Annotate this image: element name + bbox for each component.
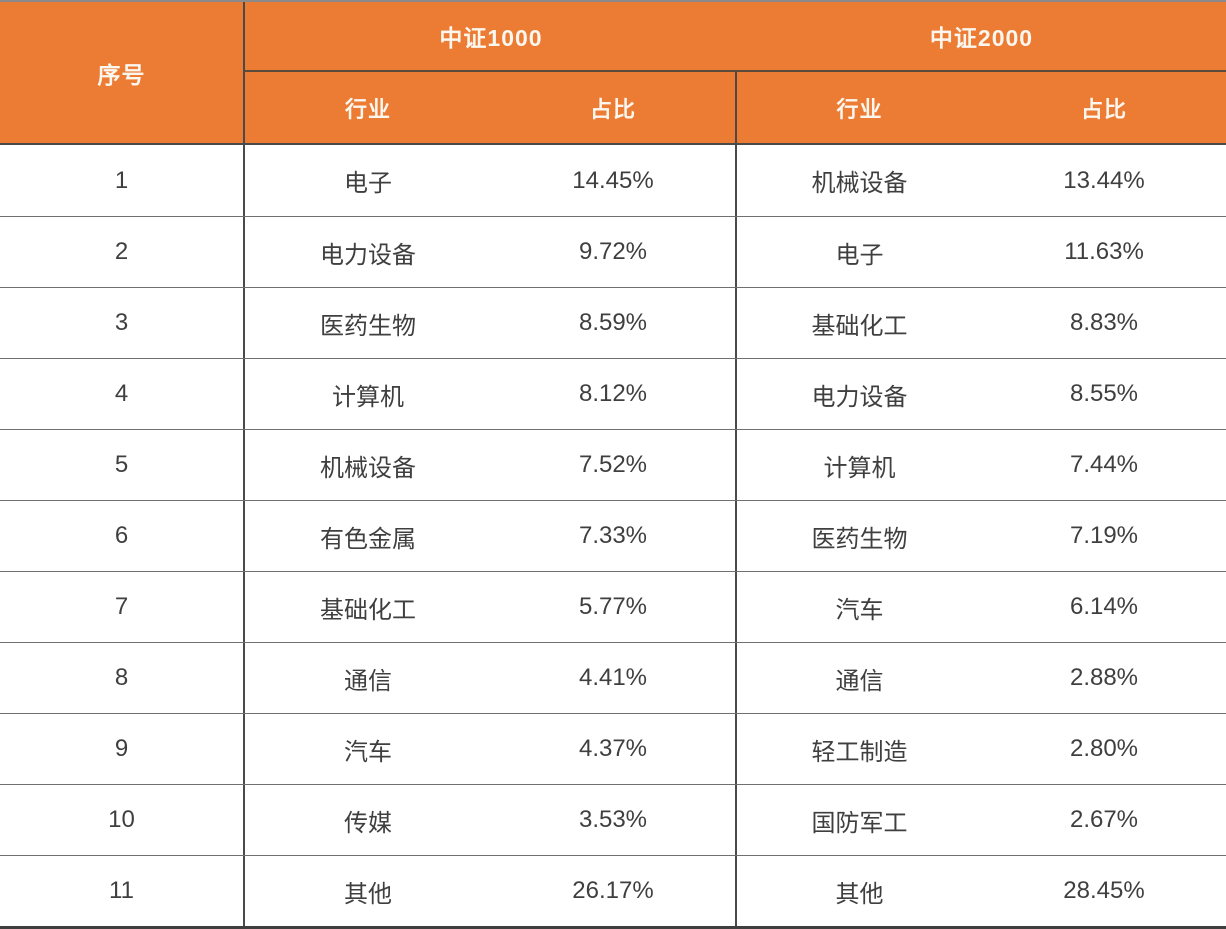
header-group-csi2000: 中证2000: [737, 2, 1226, 72]
csi2000-industry-cell: 机械设备: [811, 170, 908, 197]
csi2000-industry-cell: 通信: [835, 667, 884, 695]
csi2000-weight-cell: 8.83%: [1069, 309, 1139, 336]
csi2000-industry-cell: 计算机: [823, 454, 896, 482]
csi2000-weight-cell: 28.45%: [1063, 877, 1145, 904]
table-row: 7 基础化工 5.77% 汽车 6.14%: [0, 571, 1226, 642]
csi2000-weight-cell: 2.80%: [1069, 735, 1139, 762]
csi1000-industry-cell: 电力设备: [320, 241, 416, 269]
csi1000-industry-cell: 传媒: [344, 809, 392, 837]
csi1000-weight-cell: 7.33%: [491, 501, 737, 571]
csi2000-industry-cell: 基础化工: [811, 312, 908, 340]
csi2000-weight-cell: 2.88%: [1069, 664, 1139, 691]
table-row: 11 其他 26.17% 其他 28.45%: [0, 855, 1226, 926]
csi2000-industry-cell: 其他: [835, 880, 884, 908]
csi1000-industry-cell: 机械设备: [320, 454, 416, 482]
csi1000-weight-cell: 14.45%: [491, 145, 737, 216]
csi1000-weight-cell: 8.59%: [491, 288, 737, 358]
csi1000-weight-cell: 4.41%: [491, 643, 737, 713]
csi1000-weight-cell: 4.37%: [491, 714, 737, 784]
seq-cell: 8: [0, 643, 245, 713]
seq-cell: 2: [0, 217, 245, 287]
csi1000-industry-cell: 计算机: [332, 383, 404, 411]
header-group-csi1000: 中证1000: [245, 2, 737, 72]
csi2000-industry-cell: 轻工制造: [811, 738, 908, 766]
csi1000-weight-cell: 7.52%: [491, 430, 737, 500]
seq-cell: 4: [0, 359, 245, 429]
seq-cell: 7: [0, 572, 245, 642]
header-csi1000-industry: 行业: [344, 96, 391, 122]
csi1000-industry-cell: 有色金属: [320, 525, 416, 553]
csi2000-industry-cell: 汽车: [835, 596, 884, 624]
csi2000-industry-cell: 电子: [835, 241, 884, 269]
csi2000-industry-cell: 国防军工: [811, 809, 908, 837]
csi1000-industry-cell: 医药生物: [320, 312, 416, 340]
csi1000-weight-cell: 26.17%: [491, 856, 737, 926]
csi2000-industry-cell: 电力设备: [811, 383, 908, 411]
csi2000-industry-cell: 医药生物: [811, 525, 908, 553]
csi2000-weight-cell: 2.67%: [1069, 806, 1139, 833]
csi2000-weight-cell: 11.63%: [1064, 238, 1144, 265]
seq-cell: 11: [0, 856, 245, 926]
csi1000-weight-cell: 5.77%: [491, 572, 737, 642]
table-row: 2 电力设备 9.72% 电子 11.63%: [0, 216, 1226, 287]
seq-cell: 5: [0, 430, 245, 500]
header-csi2000-weight: 占比: [1080, 96, 1127, 122]
table-row: 10 传媒 3.53% 国防军工 2.67%: [0, 784, 1226, 855]
seq-cell: 3: [0, 288, 245, 358]
seq-cell: 6: [0, 501, 245, 571]
csi1000-weight-cell: 3.53%: [491, 785, 737, 855]
csi1000-weight-cell: 8.12%: [491, 359, 737, 429]
csi1000-industry-cell: 其他: [344, 880, 392, 908]
table-header: 序号 中证1000 中证2000 行业 占比 行业 占比: [0, 2, 1226, 145]
table-row: 5 机械设备 7.52% 计算机 7.44%: [0, 429, 1226, 500]
csi2000-weight-cell: 7.19%: [1069, 522, 1139, 549]
header-seq-label: 序号: [0, 2, 245, 143]
csi2000-weight-cell: 8.55%: [1069, 380, 1139, 407]
table-row: 3 医药生物 8.59% 基础化工 8.83%: [0, 287, 1226, 358]
csi1000-industry-cell: 汽车: [344, 738, 392, 766]
table-body: 1 电子 14.45% 机械设备 13.44% 2 电力设备 9.72% 电子 …: [0, 145, 1226, 926]
table-row: 4 计算机 8.12% 电力设备 8.55%: [0, 358, 1226, 429]
csi2000-weight-cell: 7.44%: [1069, 451, 1139, 478]
csi1000-industry-cell: 电子: [344, 170, 392, 197]
header-csi2000-industry: 行业: [836, 96, 883, 122]
table-row: 6 有色金属 7.33% 医药生物 7.19%: [0, 500, 1226, 571]
csi2000-weight-cell: 13.44%: [1063, 166, 1145, 194]
table-row: 9 汽车 4.37% 轻工制造 2.80%: [0, 713, 1226, 784]
table-row: 1 电子 14.45% 机械设备 13.44%: [0, 145, 1226, 216]
csi1000-industry-cell: 通信: [344, 667, 392, 695]
seq-cell: 1: [0, 145, 245, 216]
csi1000-weight-cell: 9.72%: [491, 217, 737, 287]
table-row: 8 通信 4.41% 通信 2.88%: [0, 642, 1226, 713]
header-csi1000-weight: 占比: [491, 72, 737, 143]
csi2000-weight-cell: 6.14%: [1069, 593, 1139, 620]
csi1000-industry-cell: 基础化工: [320, 596, 416, 624]
seq-cell: 10: [0, 785, 245, 855]
seq-cell: 9: [0, 714, 245, 784]
